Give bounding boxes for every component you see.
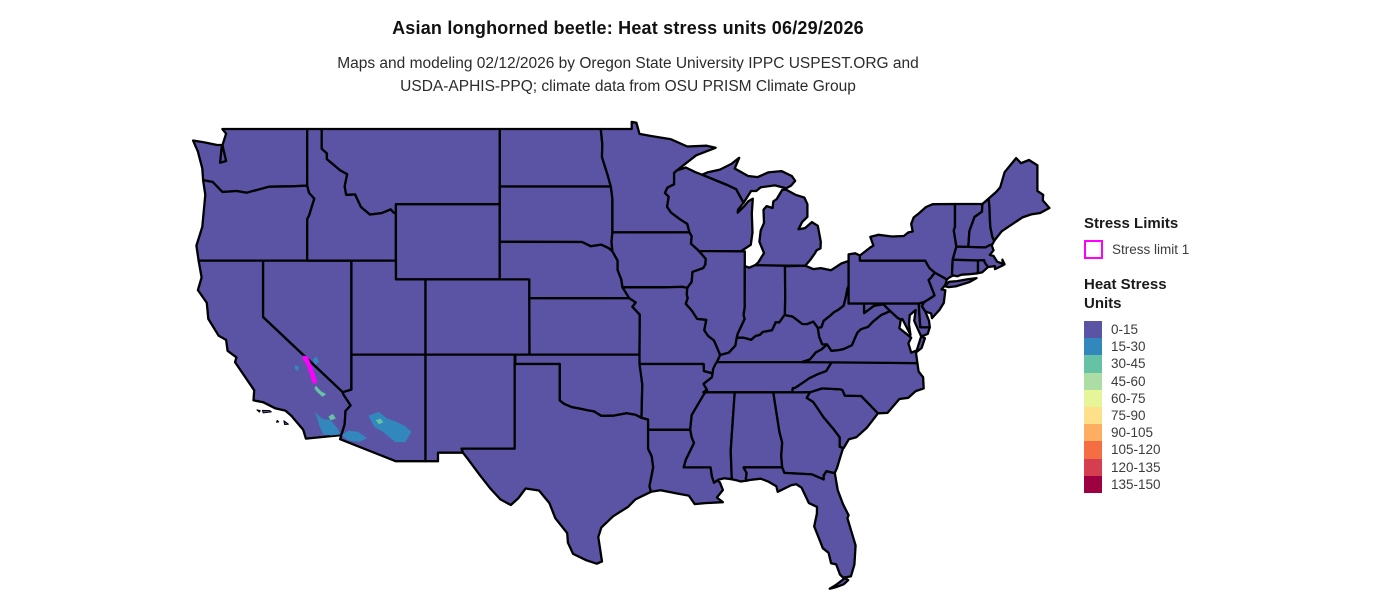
overlay-stress-limit-1-exceeded [302, 355, 318, 384]
island [261, 409, 272, 414]
state-KS [528, 297, 641, 356]
state-ME [987, 156, 1051, 242]
overlay-15-30 [312, 356, 319, 365]
state-FL [742, 466, 857, 590]
overlay-15-30 [315, 411, 341, 436]
state-ND [498, 127, 612, 188]
legend: Stress Limits Stress limit 1 Heat Stress… [1084, 214, 1264, 493]
legend-class-swatch [1084, 441, 1102, 459]
state-WY [394, 203, 501, 281]
legend-class-swatch [1084, 338, 1102, 356]
overlay-15-30 [294, 364, 300, 372]
subtitle-line-1: Maps and modeling 02/12/2026 by Oregon S… [337, 55, 919, 72]
state-MI [700, 156, 822, 267]
legend-class-row: 105-120 [1084, 441, 1264, 459]
legend-class-row: 60-75 [1084, 389, 1264, 407]
legend-class-label: 60-75 [1111, 390, 1146, 406]
island [276, 419, 280, 423]
legend-class-swatch [1084, 424, 1102, 442]
legend-class-label: 75-90 [1111, 407, 1146, 423]
stress-limit-swatch [1084, 240, 1103, 259]
legend-class-label: 90-105 [1111, 425, 1154, 441]
island-polygons [256, 409, 289, 425]
legend-class-label: 30-45 [1111, 356, 1146, 372]
legend-class-label: 15-30 [1111, 339, 1146, 355]
legend-class-swatch [1084, 475, 1102, 493]
legend-class-swatch [1084, 321, 1102, 339]
heat-stress-class-list: 0-15 15-30 30-45 45-60 60-75 75-90 90-105 105-1… [1084, 321, 1264, 493]
overlay-30-45 [328, 413, 336, 421]
legend-class-swatch [1084, 389, 1102, 407]
overlay-30-45 [375, 418, 384, 425]
heat-stress-overlay-patches [294, 355, 412, 442]
legend-class-swatch [1084, 458, 1102, 476]
state-OR [195, 178, 316, 262]
legend-class-row: 120-135 [1084, 458, 1264, 476]
page-title: Asian longhorned beetle: Heat stress uni… [392, 18, 864, 38]
stress-limits-heading: Stress Limits [1084, 215, 1179, 232]
legend-class-row: 135-150 [1084, 475, 1264, 493]
legend-class-swatch [1084, 355, 1102, 373]
legend-class-row: 90-105 [1084, 424, 1264, 442]
legend-class-swatch [1084, 372, 1102, 390]
legend-class-row: 0-15 [1084, 321, 1264, 339]
legend-class-swatch [1084, 406, 1102, 425]
legend-class-label: 120-135 [1111, 459, 1161, 475]
overlay-15-30 [341, 430, 367, 442]
state-TX [460, 362, 655, 565]
legend-class-row: 30-45 [1084, 355, 1264, 373]
state-AZ [338, 353, 427, 463]
island [283, 420, 289, 425]
state-CT [950, 258, 980, 278]
state-polygons [191, 120, 1051, 590]
legend-class-row: 75-90 [1084, 406, 1264, 425]
state-NJ [920, 271, 948, 320]
legend-class-label: 45-60 [1111, 373, 1146, 389]
page-subtitle: Maps and modeling 02/12/2026 by Oregon S… [128, 53, 1128, 98]
stress-limit-label: Stress limit 1 [1112, 242, 1190, 257]
legend-class-label: 105-120 [1111, 442, 1161, 458]
stress-limit-item: Stress limit 1 [1084, 240, 1264, 259]
overlay-30-45 [314, 385, 327, 397]
legend-class-row: 15-30 [1084, 338, 1264, 356]
state-NM [424, 353, 516, 463]
state-WI [663, 166, 754, 253]
state-CO [424, 278, 531, 356]
island [256, 409, 261, 413]
legend-class-row: 45-60 [1084, 372, 1264, 390]
state-NC [791, 360, 925, 415]
header: Asian longhorned beetle: Heat stress uni… [128, 18, 1128, 98]
subtitle-line-2: USDA-APHIS-PPQ; climate data from OSU PR… [400, 77, 856, 95]
legend-class-label: 0-15 [1111, 322, 1139, 337]
legend-class-label: 135-150 [1111, 476, 1161, 492]
heat-stress-units-heading: Heat Stress Units [1084, 276, 1167, 312]
